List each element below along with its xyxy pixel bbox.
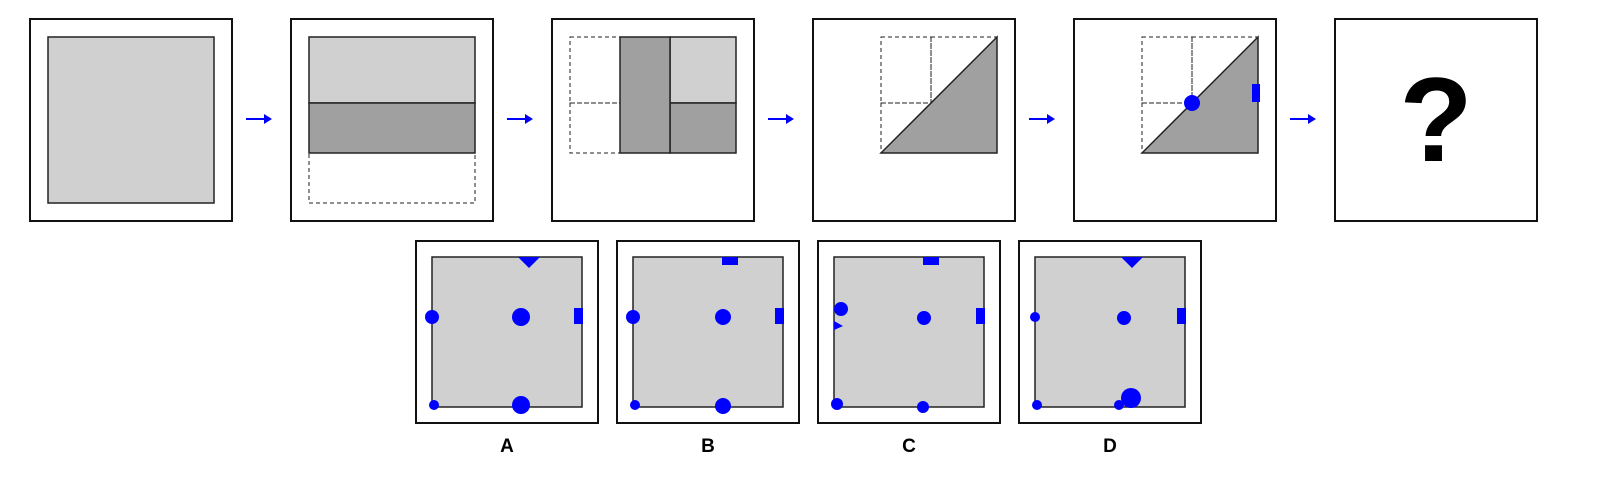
circle-hole	[630, 400, 640, 410]
step-6-panel: ?	[1334, 18, 1538, 222]
option-d-figure	[1030, 256, 1186, 410]
fold-ghost-outline	[569, 36, 621, 104]
paper-square	[47, 36, 215, 204]
step-4-panel	[812, 18, 1016, 222]
paper-square	[632, 256, 784, 408]
rectangle-hole	[1177, 308, 1186, 324]
arrow-icon	[1029, 114, 1055, 124]
circle-hole	[715, 309, 731, 325]
step-5-panel	[1073, 18, 1277, 222]
rectangle-hole	[923, 257, 939, 265]
circle-hole	[512, 308, 530, 326]
folded-triangle	[1140, 35, 1259, 154]
fold-ghost-outline	[1141, 36, 1193, 104]
circle-hole	[425, 310, 439, 324]
arrow-icon	[768, 114, 794, 124]
circle-hole	[1114, 400, 1124, 410]
option-a-panel[interactable]	[415, 240, 599, 424]
option-b-panel[interactable]	[616, 240, 800, 424]
step-5-figure	[1140, 35, 1260, 154]
question-mark: ?	[1399, 53, 1473, 187]
paper-region	[669, 36, 737, 104]
paper-top-half	[308, 36, 476, 104]
option-b-label: B	[701, 436, 715, 457]
paper-square	[833, 256, 985, 408]
rectangle-hole	[722, 257, 738, 265]
fold-ghost-outline	[880, 102, 932, 154]
folded-triangle	[879, 35, 998, 154]
circle-hole	[715, 398, 731, 414]
rectangle-hole	[775, 308, 784, 324]
circle-hole	[1032, 400, 1042, 410]
option-b-figure	[626, 256, 784, 414]
step-2-panel	[290, 18, 494, 222]
option-d-panel[interactable]	[1018, 240, 1202, 424]
option-a-figure	[425, 256, 583, 414]
step-3-figure	[569, 36, 737, 154]
step-1-figure	[47, 36, 215, 204]
triangle-hole	[518, 257, 540, 268]
option-a-label: A	[500, 436, 514, 457]
option-c-panel[interactable]	[817, 240, 1001, 424]
paper-folded-region	[669, 102, 737, 154]
circle-hole	[429, 400, 439, 410]
circle-hole	[1121, 388, 1141, 408]
step-3-panel	[551, 18, 755, 222]
triangle-hole	[1121, 257, 1143, 268]
rectangle-hole	[1252, 84, 1260, 102]
folded-flap	[619, 36, 671, 154]
option-c-label: C	[902, 436, 916, 457]
circle-hole	[512, 396, 530, 414]
folded-flap	[308, 102, 476, 154]
step-4-figure	[879, 35, 998, 154]
circle-hole	[1117, 311, 1131, 325]
circle-hole	[1184, 95, 1200, 111]
circle-hole	[917, 401, 929, 413]
circle-hole	[917, 311, 931, 325]
paper-square	[431, 256, 583, 408]
circle-hole	[831, 398, 843, 410]
option-d-label: D	[1103, 436, 1117, 457]
fold-ghost-outline	[308, 152, 476, 204]
fold-ghost-outline	[880, 36, 932, 104]
step-2-figure	[308, 36, 476, 204]
option-c-figure	[831, 256, 985, 413]
circle-hole	[834, 302, 848, 316]
arrow-icon	[1290, 114, 1316, 124]
arrow-icon	[507, 114, 533, 124]
rectangle-hole	[574, 308, 583, 324]
circle-hole	[1030, 312, 1040, 322]
arrow-icon	[246, 114, 272, 124]
paper-square	[1034, 256, 1186, 408]
circle-hole	[626, 310, 640, 324]
triangle-hole	[834, 321, 843, 330]
rectangle-hole	[976, 308, 985, 324]
step-1-panel	[29, 18, 233, 222]
fold-ghost-outline	[569, 102, 621, 154]
fold-ghost-outline	[1141, 102, 1193, 154]
